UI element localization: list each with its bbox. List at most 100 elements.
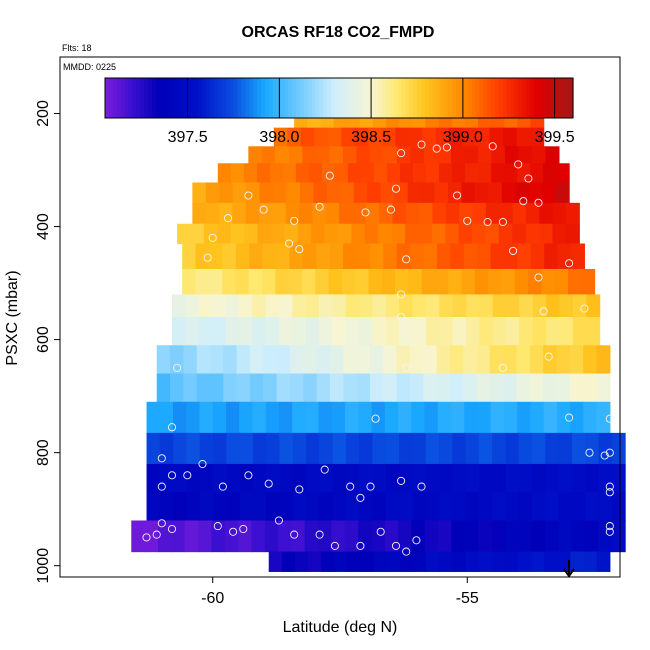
- heatmap-cell: [399, 432, 413, 465]
- heatmap-cell: [252, 463, 267, 493]
- data-point: [167, 423, 177, 432]
- colorbar-segment: [553, 78, 558, 118]
- heatmap-cell: [238, 520, 252, 553]
- heatmap-cell: [304, 520, 319, 553]
- heatmap-cell: [266, 463, 281, 493]
- heatmap-cell: [266, 492, 281, 522]
- colorbar-segment: [159, 78, 165, 118]
- heatmap-cell: [556, 401, 571, 434]
- heatmap-cell: [198, 294, 213, 318]
- data-point: [218, 482, 227, 491]
- heatmap-cell: [170, 345, 184, 375]
- heatmap-cell: [287, 127, 302, 147]
- colorbar-segment: [545, 78, 551, 118]
- heatmap-cell: [505, 463, 520, 493]
- heatmap-cell: [263, 373, 278, 403]
- heatmap-cell: [225, 294, 240, 318]
- heatmap-cell: [465, 432, 480, 465]
- heatmap-cell: [598, 463, 613, 493]
- colorbar-segment: [350, 78, 356, 118]
- heatmap-cell: [530, 401, 545, 434]
- heatmap-cell: [452, 492, 467, 522]
- heatmap-cell: [326, 182, 341, 204]
- heatmap-cell: [356, 146, 371, 164]
- heatmap-cell: [219, 182, 234, 204]
- data-point: [330, 541, 339, 550]
- heatmap-cell: [235, 243, 250, 270]
- heatmap-cell: [265, 317, 280, 346]
- heatmap-cell: [504, 163, 518, 184]
- heatmap-cell: [339, 202, 354, 225]
- heatmap-cell: [559, 317, 574, 346]
- heatmap-cell: [478, 520, 493, 553]
- heatmap-cell: [450, 146, 465, 164]
- colorbar-segment: [155, 78, 161, 118]
- data-point: [167, 524, 177, 534]
- colorbar-segment: [218, 78, 223, 118]
- heatmap-cell: [264, 520, 279, 553]
- heatmap-cell: [182, 268, 197, 295]
- heatmap-cell: [394, 182, 409, 204]
- heatmap-cell: [226, 492, 241, 522]
- heatmap-cell: [340, 182, 355, 204]
- heatmap-cell: [343, 345, 358, 375]
- heatmap-cell: [449, 345, 464, 375]
- x-tick-label: -55: [456, 590, 479, 607]
- heatmap-cell: [530, 127, 545, 147]
- heatmap-cell: [565, 223, 580, 245]
- heatmap-cell: [532, 463, 546, 493]
- heatmap-cell: [159, 492, 174, 522]
- heatmap-cell: [492, 492, 507, 522]
- heatmap-cell: [185, 294, 200, 318]
- heatmap-cell: [343, 243, 358, 270]
- data-point: [514, 160, 523, 169]
- heatmap-cell: [543, 163, 557, 184]
- heatmap-cell: [463, 243, 478, 270]
- colorbar-segment: [319, 78, 324, 118]
- heatmap-cell: [345, 294, 360, 318]
- colorbar-segment: [175, 78, 180, 118]
- heatmap-cell: [173, 401, 187, 434]
- heatmap-cell: [545, 146, 560, 164]
- heatmap-cell: [347, 163, 362, 184]
- heatmap-cell: [598, 492, 613, 522]
- colorbar-segment: [116, 78, 122, 118]
- y-tick-label: 800: [35, 439, 52, 466]
- heatmap-cell: [452, 317, 467, 346]
- heatmap-cell: [570, 551, 585, 572]
- heatmap-cell: [250, 345, 264, 375]
- data-point: [213, 522, 222, 531]
- colorbar-segment: [163, 78, 168, 118]
- heatmap-cell: [503, 345, 518, 375]
- heatmap-cell: [558, 520, 573, 553]
- data-point: [539, 307, 548, 316]
- data-point: [519, 197, 528, 206]
- heatmap-cell: [302, 146, 317, 164]
- heatmap-cell: [585, 463, 600, 493]
- heatmap-cell: [289, 243, 304, 270]
- heatmap-cell: [312, 202, 327, 225]
- heatmap-cell: [463, 345, 478, 375]
- heatmap-cell: [385, 492, 400, 522]
- heatmap-cell: [261, 268, 276, 295]
- data-point: [366, 482, 375, 491]
- colorbar-segment: [268, 78, 274, 118]
- heatmap-cell: [292, 317, 307, 346]
- heatmap-cell: [329, 345, 344, 375]
- data-point: [239, 524, 248, 534]
- heatmap-cell: [491, 551, 506, 572]
- heatmap-cell: [232, 202, 247, 225]
- heatmap-cell: [344, 520, 359, 553]
- colorbar-segment: [495, 78, 500, 118]
- heatmap-cell: [545, 432, 560, 465]
- heatmap-cell: [492, 432, 507, 465]
- heatmap-cell: [252, 432, 267, 465]
- colorbar-segment: [541, 78, 547, 118]
- heatmap-cell: [476, 127, 491, 147]
- colorbar-segment: [276, 78, 282, 118]
- heatmap-cell: [351, 223, 366, 245]
- heatmap-cell: [372, 463, 387, 493]
- heatmap-cell: [196, 345, 211, 375]
- colorbar-segment: [225, 78, 231, 118]
- colorbar-segment: [354, 78, 360, 118]
